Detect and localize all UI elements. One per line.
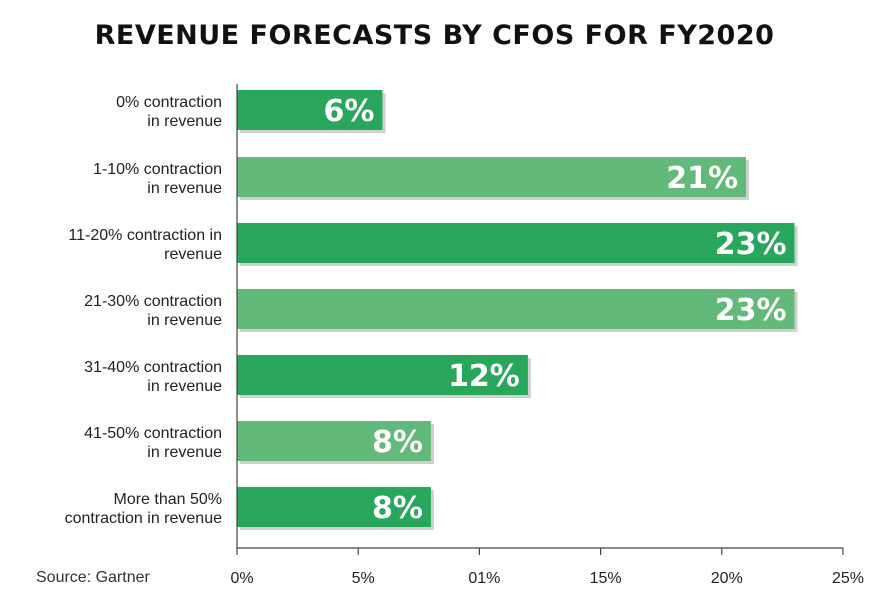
x-tick-label: 20%: [711, 570, 743, 587]
data-label: 23%: [715, 227, 787, 262]
x-tick-label: 15%: [590, 570, 622, 587]
category-label: More than 50% contraction in revenue: [65, 491, 223, 527]
bar: [237, 223, 795, 263]
source-note: Source: Gartner: [36, 569, 150, 586]
x-tick-label: 0%: [230, 570, 253, 587]
data-label: 23%: [715, 293, 787, 328]
category-label: 0% contraction in revenue: [116, 94, 222, 130]
bar: [237, 157, 747, 197]
category-label: 41-50% contraction in revenue: [84, 425, 222, 461]
category-label: 21-30% contraction in revenue: [84, 293, 222, 329]
x-tick-label: 01%: [468, 570, 500, 587]
data-label: 21%: [666, 161, 738, 196]
x-tick-label: 25%: [832, 570, 864, 587]
data-label: 12%: [448, 359, 520, 394]
bar: [237, 421, 431, 461]
bar: [237, 90, 383, 130]
bar: [237, 355, 528, 395]
category-label: 31-40% contraction in revenue: [84, 359, 222, 395]
data-label: 8%: [372, 425, 423, 460]
data-label: 8%: [372, 491, 423, 526]
x-tick-label: 5%: [352, 570, 375, 587]
data-label: 6%: [324, 94, 375, 129]
chart-title: REVENUE FORECASTS BY CFOS FOR FY2020: [94, 20, 775, 51]
bar: [237, 487, 431, 527]
category-label: 1-10% contraction in revenue: [93, 161, 222, 197]
category-label: 11-20% contraction in revenue: [68, 227, 222, 263]
bar: [237, 289, 795, 329]
